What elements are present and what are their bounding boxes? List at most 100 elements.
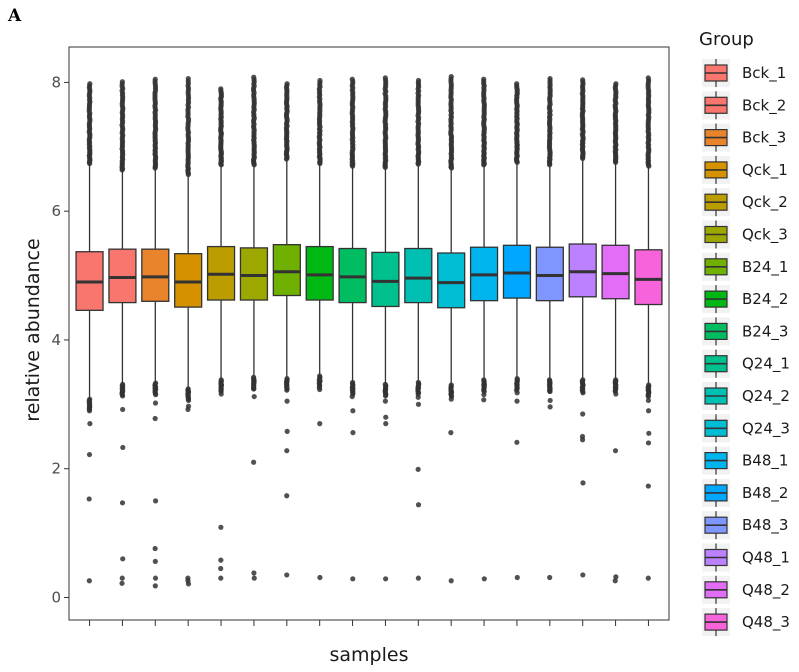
outlier-point: [317, 386, 323, 393]
legend-label: Q48_3: [742, 613, 790, 632]
legend-item-Q48_3: Q48_3: [702, 608, 790, 637]
outlier-point: [152, 385, 158, 391]
legend-label: B48_1: [742, 452, 788, 471]
legend-item-Bck_1: Bck_1: [702, 59, 786, 87]
box-Bck_3: [141, 76, 170, 589]
legend-item-B48_2: B48_2: [702, 478, 788, 507]
x-axis-title: samples: [330, 644, 409, 666]
legend-label: Qck_1: [742, 161, 788, 180]
outlier-point: [645, 408, 652, 414]
outlier-point: [514, 81, 520, 87]
outlier-point: [415, 77, 422, 84]
outlier-point: [251, 570, 257, 576]
outlier-point: [120, 556, 126, 562]
box-body: [404, 247, 433, 304]
outlier-point: [383, 414, 389, 420]
outlier-point: [383, 421, 389, 427]
outlier-point: [613, 81, 619, 87]
box-Q48_2: [601, 81, 630, 584]
box-Bck_1: [75, 81, 104, 584]
y-tick-label: 0: [51, 588, 61, 606]
legend-label: Bck_2: [742, 96, 786, 115]
outlier-point: [218, 391, 224, 397]
box-Q48_3: [634, 75, 663, 581]
outlier-point: [580, 382, 586, 388]
outlier-point: [185, 75, 191, 82]
legend-item-Qck_1: Qck_1: [702, 155, 788, 184]
outlier-point: [514, 439, 520, 445]
box-body: [272, 244, 301, 297]
outlier-point: [152, 415, 158, 422]
outlier-point: [152, 545, 158, 552]
outlier-point: [152, 400, 159, 406]
outlier-point: [119, 575, 125, 581]
outlier-point: [645, 483, 651, 489]
outlier-point: [448, 74, 454, 80]
outlier-point: [218, 524, 224, 530]
legend-label: Qck_2: [742, 193, 788, 212]
outlier-point: [284, 572, 290, 578]
outlier-point: [580, 390, 586, 396]
legend-item-Q24_3: Q24_3: [702, 414, 790, 443]
outlier-point: [185, 388, 191, 395]
outlier-point: [547, 397, 553, 404]
outlier-point: [251, 386, 257, 392]
outlier-point: [350, 430, 356, 436]
outlier-point: [119, 500, 126, 506]
outlier-point: [612, 379, 618, 385]
outlier-point: [317, 574, 323, 581]
outlier-point: [152, 558, 158, 565]
outlier-point: [448, 578, 454, 584]
box-Qck_1: [174, 75, 203, 587]
outlier-point: [350, 385, 356, 391]
box-B48_1: [469, 76, 499, 582]
outlier-point: [317, 421, 323, 427]
outlier-point: [646, 430, 652, 436]
outlier-point: [152, 583, 158, 589]
outlier-point: [284, 428, 290, 434]
legend-label: B24_3: [742, 322, 788, 341]
outlier-point: [645, 387, 651, 393]
y-tick-label: 8: [51, 73, 61, 91]
box-body: [371, 251, 400, 308]
outlier-point: [284, 398, 290, 404]
legend-label: B24_1: [742, 258, 788, 277]
box-Qck_3: [239, 74, 269, 581]
outlier-point: [580, 77, 586, 83]
outlier-point: [120, 388, 126, 395]
outlier-point: [415, 466, 421, 472]
y-tick-label: 4: [51, 331, 61, 349]
legend-label: Qck_3: [742, 226, 788, 245]
outlier-point: [448, 430, 454, 436]
box-body: [535, 246, 564, 302]
outlier-point: [119, 580, 125, 586]
box-body: [305, 245, 334, 301]
outlier-point: [251, 393, 257, 400]
outlier-point: [251, 74, 257, 80]
outlier-point: [120, 406, 126, 413]
outlier-point: [613, 391, 619, 397]
outlier-point: [86, 496, 92, 502]
legend-label: B48_2: [742, 484, 788, 503]
outlier-point: [481, 576, 487, 582]
outlier-point: [119, 393, 126, 399]
outlier-point: [284, 493, 290, 499]
outlier-point: [152, 498, 159, 504]
outlier-point: [547, 75, 553, 82]
outlier-point: [218, 382, 224, 388]
box-body: [239, 247, 269, 301]
plot-panel: [68, 46, 670, 621]
outlier-point: [284, 387, 290, 393]
outlier-point: [152, 575, 159, 581]
legend-label: Q24_3: [742, 419, 790, 438]
outlier-point: [119, 79, 125, 85]
panel-label: A: [8, 6, 22, 26]
y-tick-label: 2: [51, 460, 61, 478]
outlier-point: [185, 581, 192, 587]
legend-item-B24_3: B24_3: [702, 317, 788, 346]
outlier-point: [382, 75, 388, 81]
outlier-point: [514, 574, 520, 581]
outlier-point: [481, 397, 487, 403]
outlier-point: [514, 390, 520, 396]
outlier-point: [284, 379, 290, 385]
